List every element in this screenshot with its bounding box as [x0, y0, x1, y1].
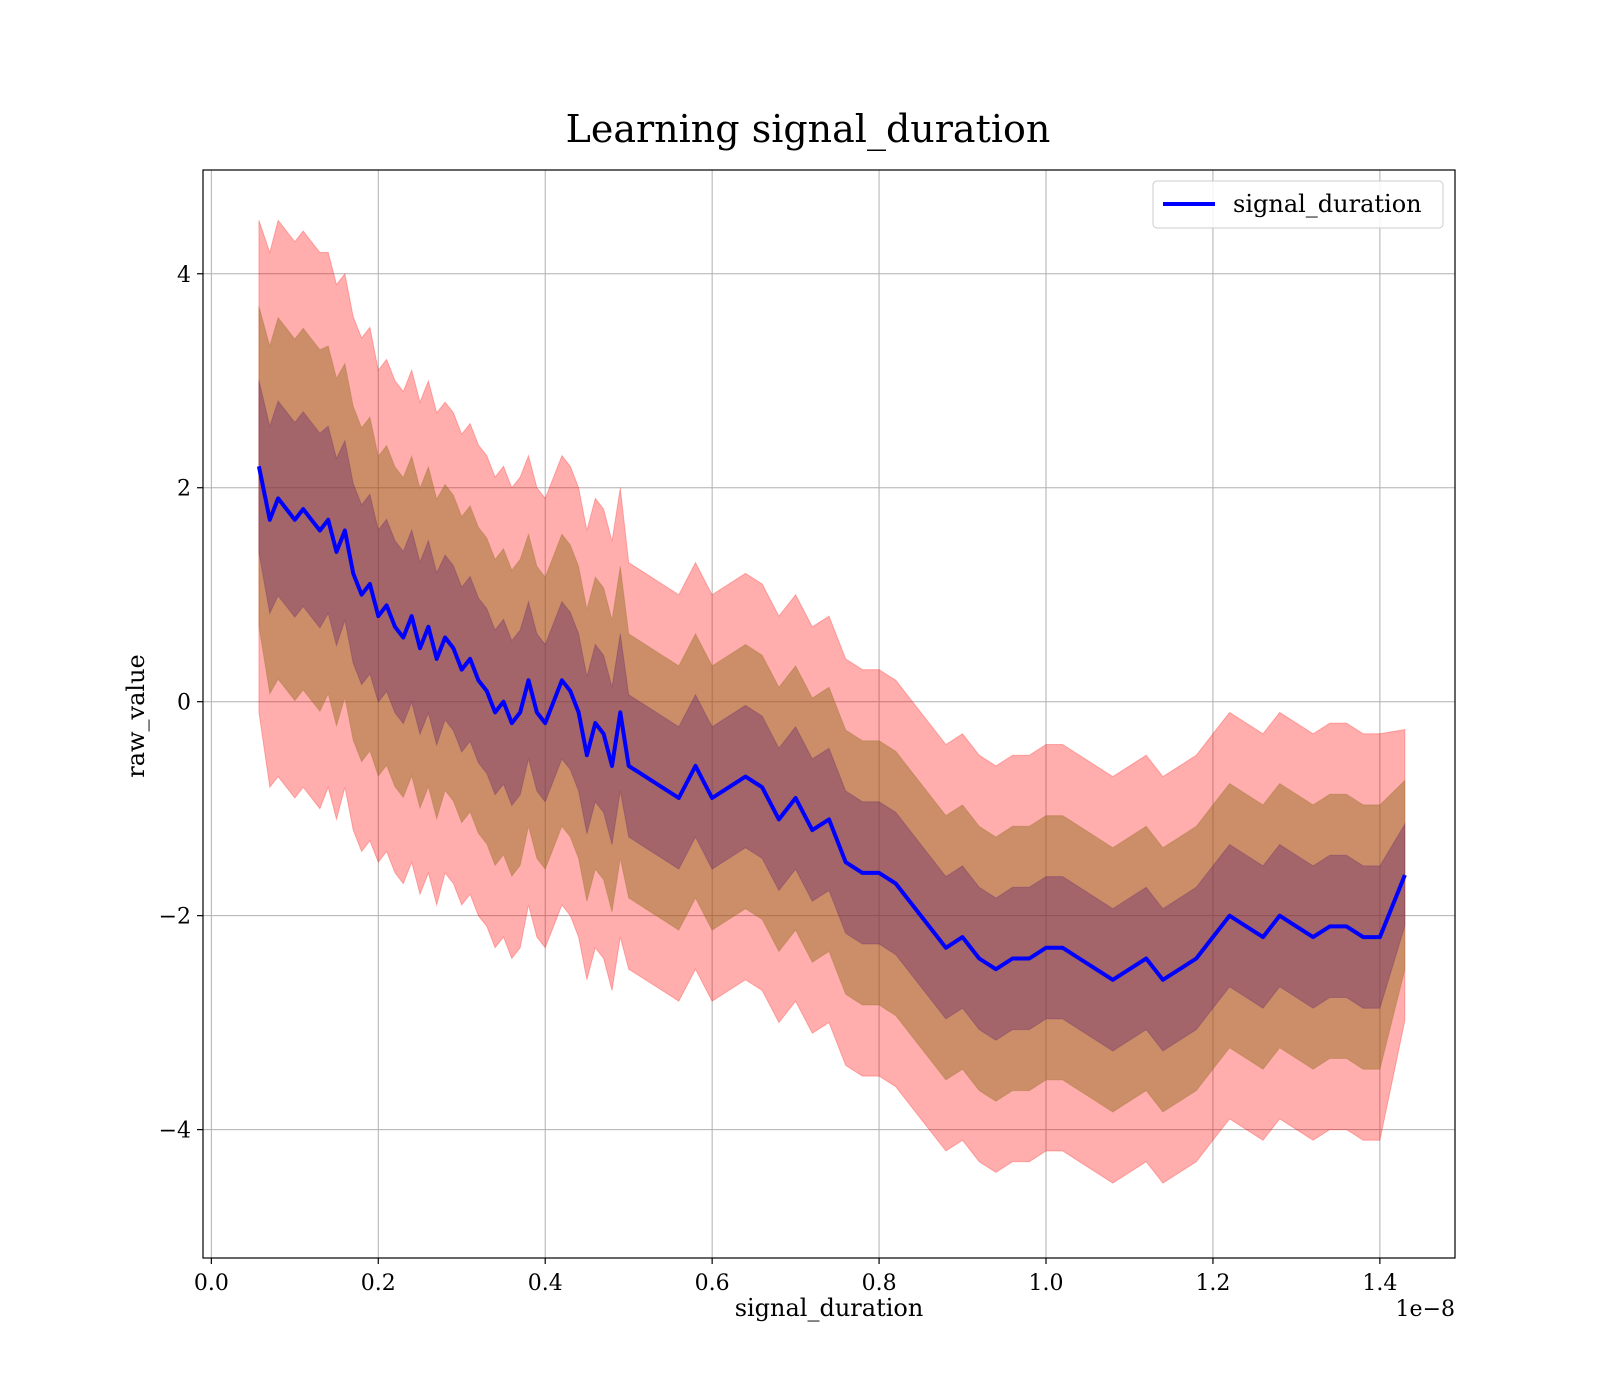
x-tick-label: 0.6 [695, 1271, 730, 1296]
confidence-band-1 [258, 219, 1406, 1184]
y-axis-label: raw_value [122, 654, 150, 778]
legend: signal_duration [1152, 180, 1444, 229]
y-tick-label: 0 [177, 691, 191, 716]
grid [203, 170, 1455, 1258]
chart-title: Learning signal_duration [566, 107, 1051, 152]
x-tick-label: 1.2 [1195, 1271, 1230, 1296]
x-tick-label: 1.0 [1029, 1271, 1064, 1296]
x-tick-label: 0.0 [194, 1271, 229, 1296]
y-tick-label: 2 [177, 477, 191, 502]
x-tick-label: 0.2 [361, 1271, 396, 1296]
ticks: 0.0 0.2 0.4 0.6 0.8 1.0 1.2 1.4 −4 −2 0 2 4 [159, 263, 1398, 1296]
legend-box [1152, 180, 1444, 229]
confidence-band-2 [258, 306, 1406, 1113]
plot-area [256, 219, 1407, 1184]
y-tick-label: 4 [177, 263, 191, 288]
confidence-band-3 [258, 380, 1406, 1052]
axes-frame [202, 169, 1456, 1259]
legend-label: signal_duration [1233, 190, 1422, 218]
x-offset-text: 1e−8 [1396, 1297, 1455, 1322]
x-tick-label: 0.8 [862, 1271, 897, 1296]
x-tick-label: 1.4 [1362, 1271, 1397, 1296]
x-axis-label: signal_duration [735, 1294, 924, 1322]
y-tick-label: −2 [159, 905, 191, 930]
y-tick-label: −4 [159, 1119, 191, 1144]
x-tick-label: 0.4 [528, 1271, 563, 1296]
series-line-signal-duration [256, 465, 1407, 982]
